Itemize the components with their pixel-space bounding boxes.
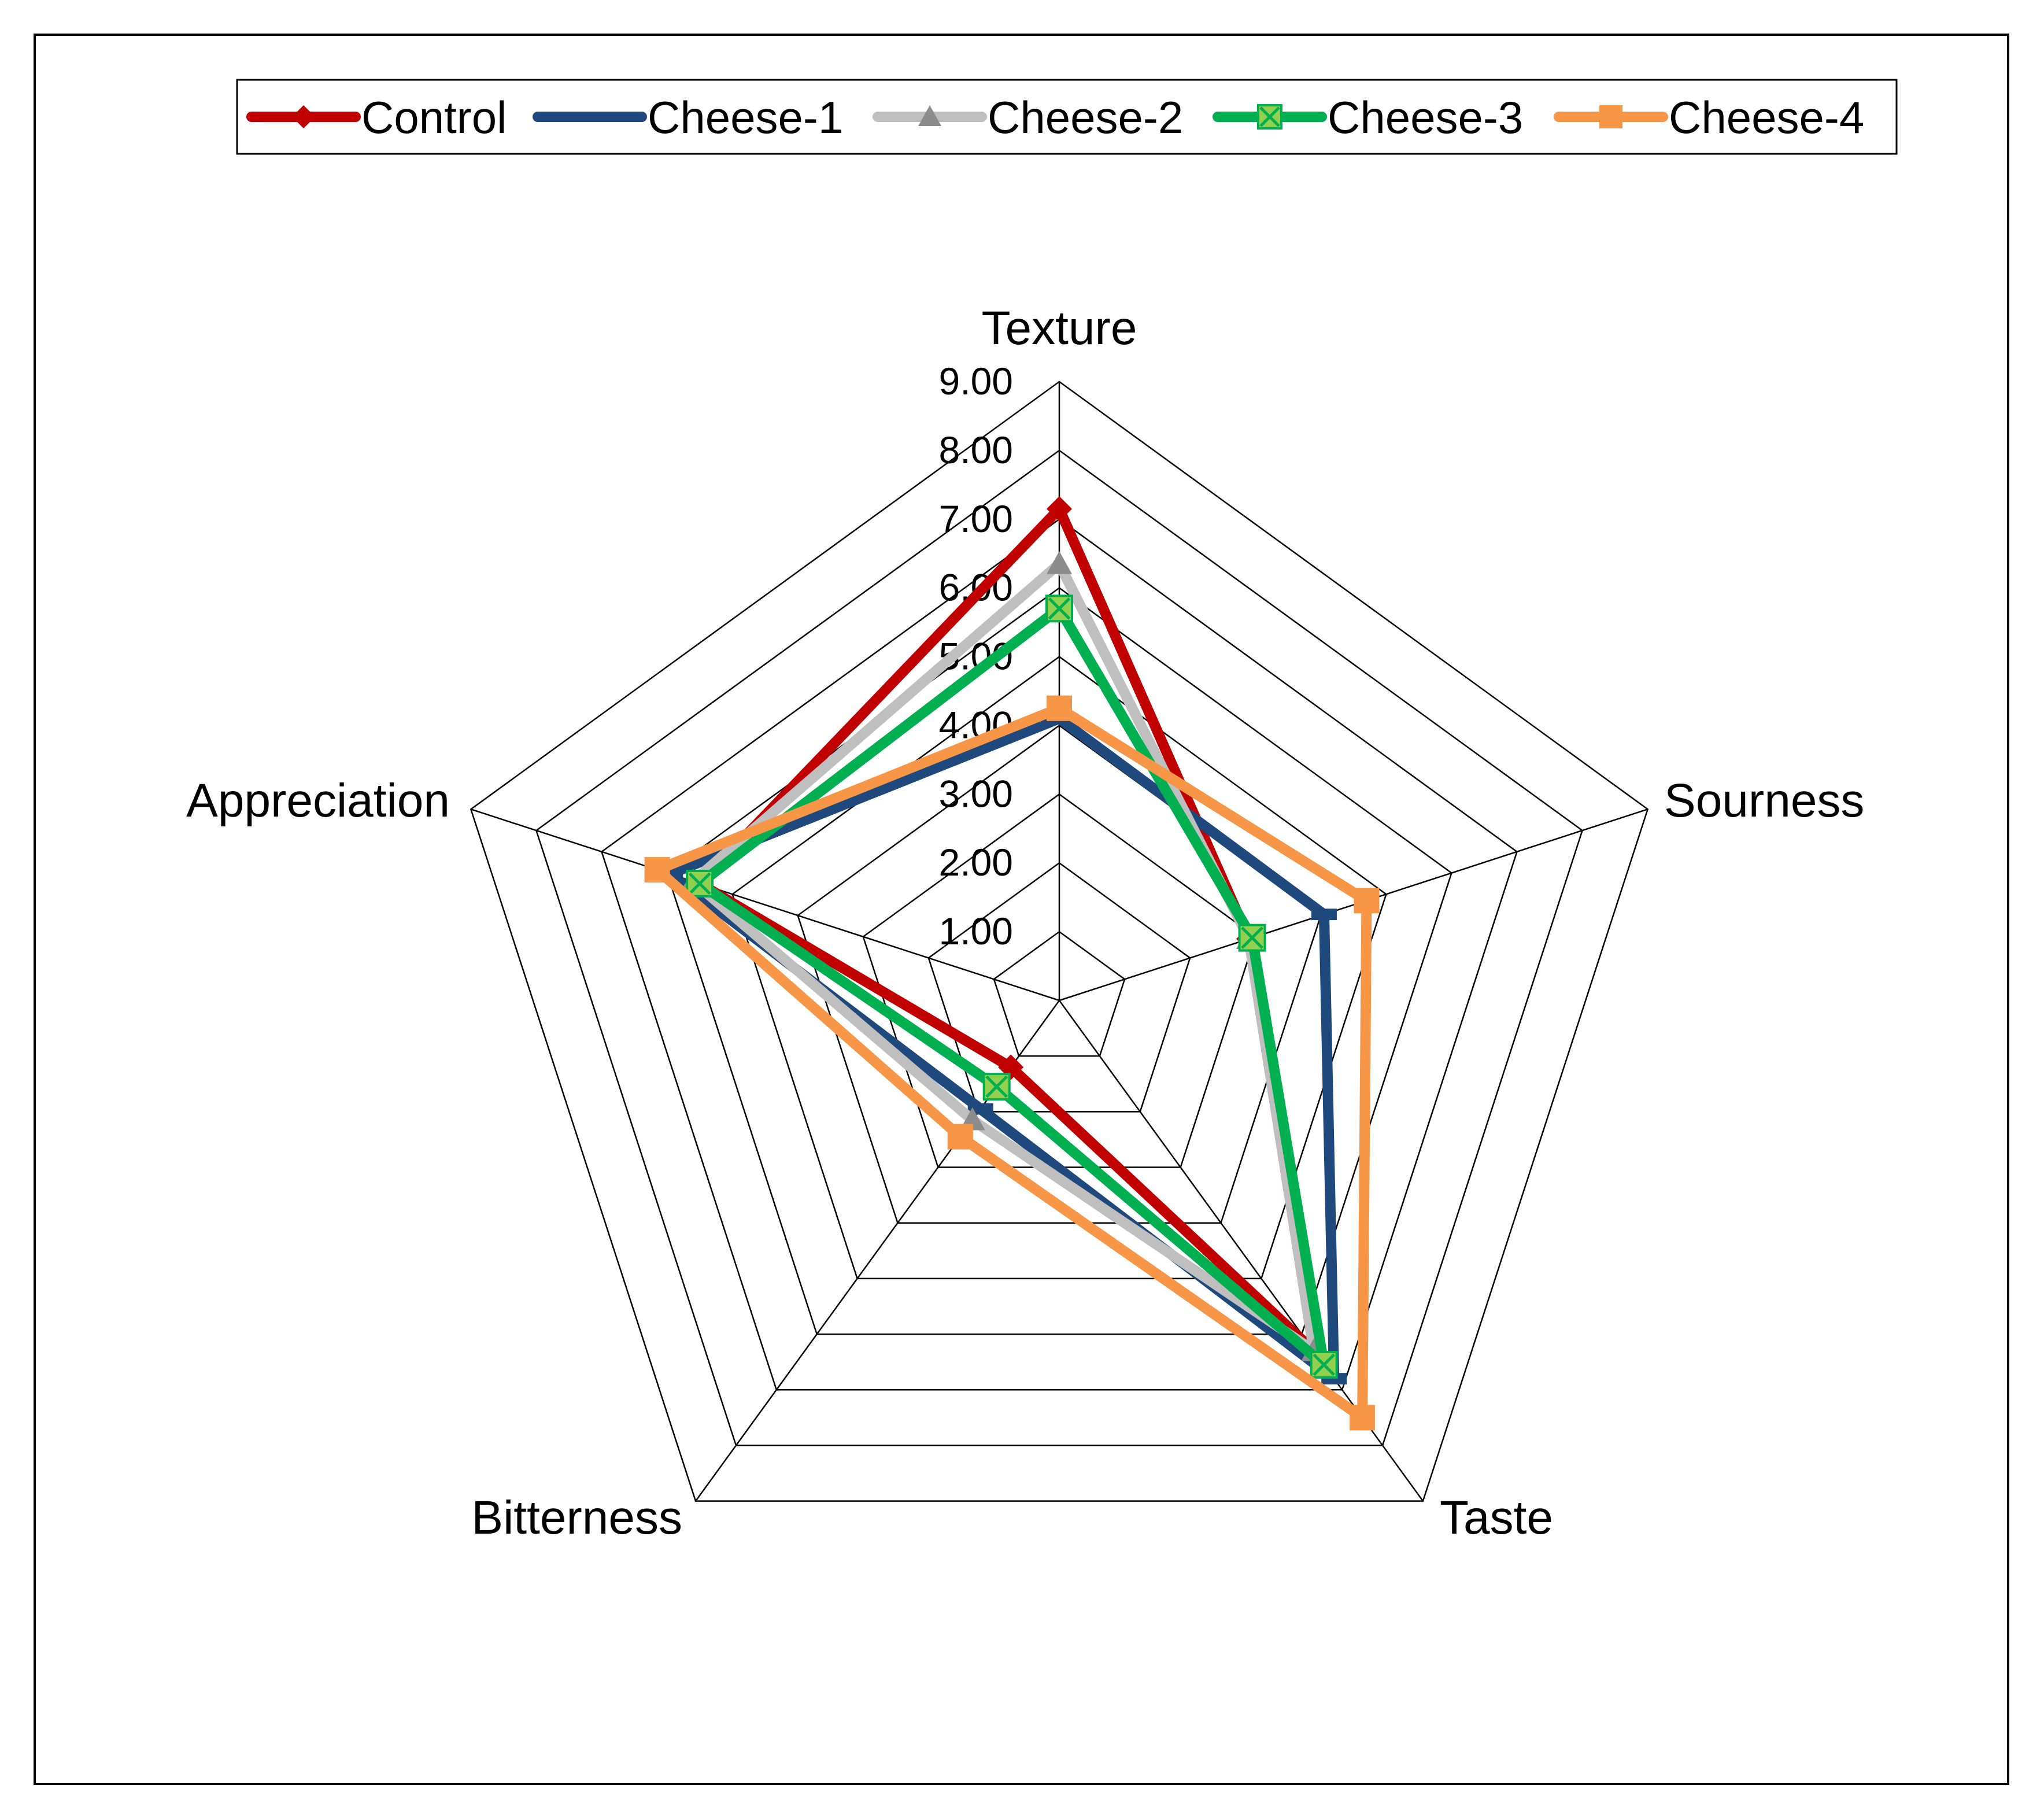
data-point-cheese-4 xyxy=(1354,888,1380,914)
legend-marker-control xyxy=(292,105,315,128)
legend-label-cheese-2: Cheese-2 xyxy=(988,92,1183,143)
legend-label-cheese-1: Cheese-1 xyxy=(648,92,843,143)
grid-ring xyxy=(731,656,1387,1280)
legend-label-control: Control xyxy=(361,92,507,143)
tick-label: 3.00 xyxy=(939,772,1013,815)
tick-label: 1.00 xyxy=(939,910,1013,952)
data-point-cheese-3 xyxy=(686,869,714,898)
data-point-cheese-1 xyxy=(1311,908,1337,921)
tick-label: 2.00 xyxy=(939,841,1013,884)
axis-label-appreciation: Appreciation xyxy=(186,774,450,827)
axis-label-sourness: Sourness xyxy=(1664,774,1864,827)
radar-grid xyxy=(470,381,1649,1502)
tick-label: 7.00 xyxy=(939,497,1013,540)
axis-label-taste: Taste xyxy=(1440,1491,1553,1544)
tick-label: 9.00 xyxy=(939,360,1013,402)
axis-label-bitterness: Bitterness xyxy=(471,1491,682,1544)
data-point-control xyxy=(1047,496,1072,522)
tick-label: 8.00 xyxy=(939,429,1013,471)
data-point-cheese-4 xyxy=(947,1124,973,1150)
data-point-cheese-2 xyxy=(1047,551,1072,574)
data-point-cheese-4 xyxy=(644,857,670,883)
data-point-cheese-4 xyxy=(1047,695,1072,721)
axis-spoke xyxy=(470,808,1060,1002)
data-point-cheese-4 xyxy=(1350,1405,1376,1431)
data-point-cheese-3 xyxy=(1045,594,1073,623)
legend: Control Cheese-1 Cheese-2 Cheese-3 Cheese-4 xyxy=(236,79,1898,155)
series-line-cheese-3 xyxy=(694,603,1329,1370)
legend-marker-cheese-1 xyxy=(578,112,601,122)
series-cheese-3 xyxy=(686,594,1338,1379)
legend-marker-cheese-4 xyxy=(1599,105,1622,128)
chart-border xyxy=(34,34,2009,1785)
legend-item-cheese-1: Cheese-1 xyxy=(533,92,843,143)
axis-spoke xyxy=(1059,808,1648,1002)
series-cheese-4 xyxy=(644,695,1380,1431)
data-point-cheese-3 xyxy=(982,1073,1011,1101)
series-line-cheese-4 xyxy=(652,703,1372,1423)
grid-ring xyxy=(470,381,1649,1502)
legend-item-cheese-3: Cheese-3 xyxy=(1213,92,1523,143)
radial-tick-labels: 1.002.003.004.005.006.007.008.009.00 xyxy=(939,360,1013,952)
legend-item-cheese-4: Cheese-4 xyxy=(1554,92,1864,143)
legend-label-cheese-4: Cheese-4 xyxy=(1669,92,1864,143)
axis-labels: Texture Sourness Taste Bitterness Appreciati… xyxy=(186,302,1864,1544)
legend-label-cheese-3: Cheese-3 xyxy=(1328,92,1523,143)
data-series xyxy=(644,496,1380,1431)
grid-ring xyxy=(535,449,1584,1446)
grid-ring xyxy=(601,518,1518,1391)
legend-marker-cheese-2 xyxy=(918,105,941,126)
grid-ring xyxy=(666,587,1452,1335)
legend-marker-cheese-3 xyxy=(1257,104,1282,130)
data-point-cheese-3 xyxy=(1238,924,1266,952)
grid-ring xyxy=(993,930,1126,1057)
legend-item-control: Control xyxy=(246,92,507,143)
axis-label-texture: Texture xyxy=(982,302,1137,354)
legend-item-cheese-2: Cheese-2 xyxy=(873,92,1183,143)
data-point-cheese-3 xyxy=(1310,1350,1338,1379)
